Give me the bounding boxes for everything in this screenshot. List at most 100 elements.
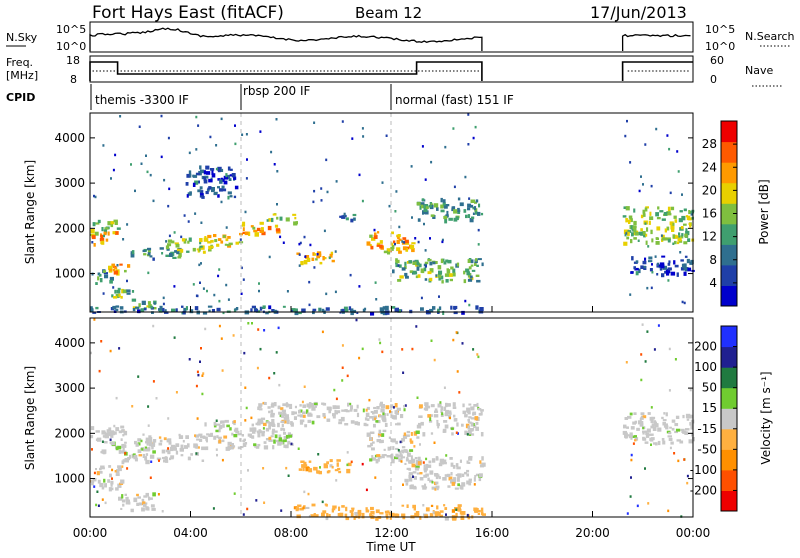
echo-speckle xyxy=(636,504,639,508)
echo-cell-3 xyxy=(353,408,358,412)
echo-cell-8 xyxy=(415,464,420,468)
echo-cell-8 xyxy=(416,472,420,475)
echo-cell-0 xyxy=(90,229,95,234)
echo-cell-17 xyxy=(638,231,643,236)
echo-cell-11 xyxy=(188,170,192,175)
echo-cell-14 xyxy=(410,244,415,250)
echo-cell-11 xyxy=(213,192,218,196)
echo-cell-10 xyxy=(370,511,375,515)
echo-cell-9 xyxy=(253,229,258,233)
echo-cell-8 xyxy=(478,477,482,482)
echo-cell-2 xyxy=(233,434,238,438)
echo-speckle xyxy=(268,376,271,380)
echo-cell-8 xyxy=(439,458,445,463)
echo-cell-6 xyxy=(169,253,173,257)
echo-speckle xyxy=(425,457,428,461)
echo-cell-1 xyxy=(199,438,203,442)
echo-speckle xyxy=(439,401,442,404)
echo-cell-7 xyxy=(401,438,405,442)
echo-speckle xyxy=(153,302,156,305)
cpid-row: CPID themis -3300 IF rbsp 200 IF normal … xyxy=(6,84,514,110)
echo-cell-10 xyxy=(457,508,462,512)
echo-cell-11 xyxy=(624,417,629,420)
echo-cell-7 xyxy=(386,455,391,458)
echo-cell-3 xyxy=(356,412,360,418)
echo-cell-4 xyxy=(100,465,105,470)
echo-cell-19 xyxy=(151,311,154,314)
echo-cell-17 xyxy=(671,229,675,232)
echo-cell-11 xyxy=(231,173,236,178)
echo-cell-16 xyxy=(474,201,477,204)
echo-cell-5 xyxy=(136,493,139,497)
echo-cell-8 xyxy=(457,473,462,478)
echo-speckle xyxy=(173,285,176,288)
echo-speckle xyxy=(194,212,197,215)
echo-cell-1 xyxy=(148,439,153,444)
echo-cell-11 xyxy=(222,178,225,182)
echo-cell-19 xyxy=(461,310,465,315)
echo-cell-0 xyxy=(101,227,104,232)
echo-cell-19 xyxy=(150,305,153,309)
echo-speckle xyxy=(160,114,163,118)
echo-cell-0 xyxy=(113,219,118,223)
echo-cell-3 xyxy=(390,404,394,408)
x-tick-label-6: 00:00 xyxy=(676,526,711,540)
echo-cell-3 xyxy=(349,402,352,406)
echo-cell-17 xyxy=(688,222,692,225)
echo-cell-15 xyxy=(469,275,473,279)
echo-cell-9 xyxy=(462,403,465,408)
echo-cell-3 xyxy=(395,423,398,426)
echo-speckle xyxy=(381,181,384,184)
echo-cell-7 xyxy=(391,453,394,458)
echo-cell-11 xyxy=(623,424,627,429)
echo-speckle xyxy=(421,145,424,148)
echo-speckle xyxy=(111,477,113,480)
echo-cell-16 xyxy=(467,214,471,218)
echo-speckle xyxy=(304,255,307,258)
echo-speckle xyxy=(162,302,165,306)
y-tick-label-3000: 3000 xyxy=(54,176,85,190)
colorbar-swatch-1 xyxy=(721,264,737,286)
station-title: Fort Hays East (fitACF) xyxy=(92,3,284,23)
echo-speckle xyxy=(290,442,293,446)
echo-cell-2 xyxy=(205,446,209,451)
echo-cell-1 xyxy=(120,438,123,441)
echo-cell-7 xyxy=(199,241,202,245)
echo-speckle xyxy=(152,324,155,328)
echo-cell-19 xyxy=(189,309,194,314)
echo-cell-17 xyxy=(655,237,659,240)
echo-cell-5 xyxy=(147,301,151,305)
echo-cell-3 xyxy=(308,406,311,409)
echo-cell-18 xyxy=(670,271,676,276)
echo-cell-13 xyxy=(345,217,349,221)
echo-cell-15 xyxy=(416,261,419,266)
y-tick-label-1000: 1000 xyxy=(54,472,85,486)
echo-cell-15 xyxy=(467,259,471,263)
echo-cell-18 xyxy=(680,259,684,262)
echo-cell-19 xyxy=(137,309,141,314)
echo-cell-8 xyxy=(467,461,471,464)
echo-cell-6 xyxy=(338,470,342,474)
echo-cell-6 xyxy=(346,468,351,474)
echo-speckle xyxy=(115,396,118,400)
echo-cell-11 xyxy=(642,431,645,435)
echo-speckle xyxy=(240,292,243,295)
echo-speckle xyxy=(334,290,337,294)
echo-speckle xyxy=(149,476,152,479)
echo-cell-16 xyxy=(478,203,481,208)
echo-cell-9 xyxy=(472,423,475,426)
echo-speckle xyxy=(398,225,401,229)
echo-cell-1 xyxy=(153,439,157,443)
echo-cell-17 xyxy=(623,241,628,246)
echo-cell-7 xyxy=(369,431,375,434)
echo-cell-2 xyxy=(278,434,282,438)
echo-speckle xyxy=(298,253,301,256)
x-tick-label-3: 12:00 xyxy=(374,526,409,540)
echo-cell-10 xyxy=(451,509,455,513)
echo-cell-9 xyxy=(453,414,456,418)
echo-cell-17 xyxy=(648,220,651,225)
echo-speckle xyxy=(657,324,660,327)
echo-cell-8 xyxy=(481,456,484,461)
echo-cell-8 xyxy=(466,460,469,464)
echo-cell-4 xyxy=(101,486,105,490)
